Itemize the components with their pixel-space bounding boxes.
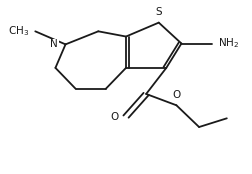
Text: O: O <box>110 112 118 122</box>
Text: NH$_2$: NH$_2$ <box>218 37 239 50</box>
Text: O: O <box>172 90 180 100</box>
Text: CH$_3$: CH$_3$ <box>8 24 29 38</box>
Text: N: N <box>50 39 58 49</box>
Text: S: S <box>155 7 162 17</box>
